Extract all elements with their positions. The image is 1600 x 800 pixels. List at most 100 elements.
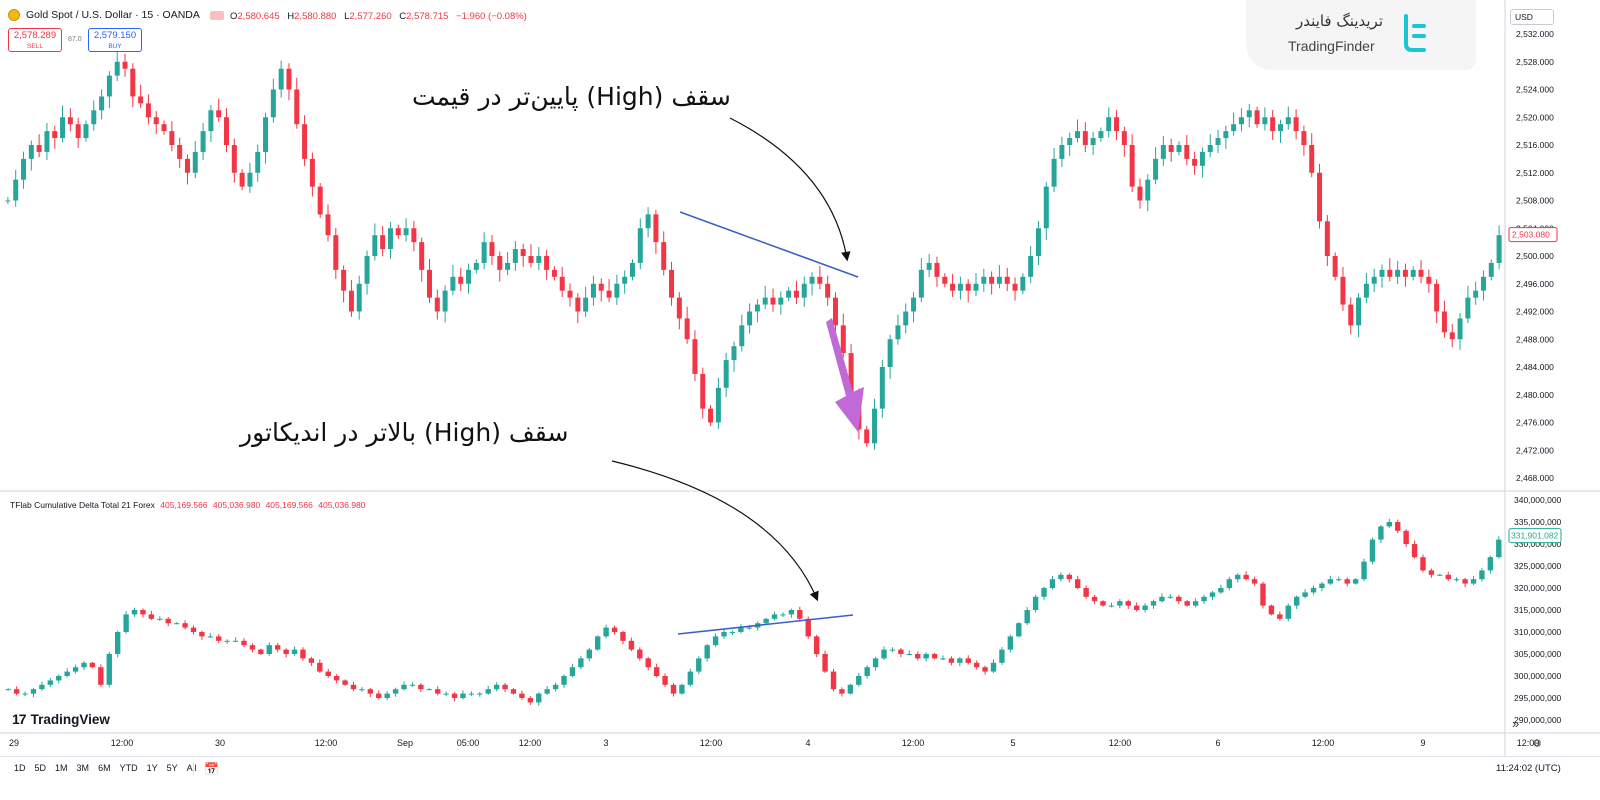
- price-candle: [754, 304, 760, 312]
- price-candle: [75, 124, 81, 139]
- indicator-candle: [552, 684, 559, 690]
- indicator-candle: [712, 636, 719, 646]
- indicator-candle: [1310, 588, 1317, 593]
- sell-label: SELL: [27, 43, 43, 50]
- indicator-value-1: 405,169.566: [160, 500, 208, 510]
- indicator-axis-label: 310,000,000: [1514, 627, 1562, 637]
- range-button-6m[interactable]: 6M: [98, 763, 111, 773]
- indicator-candle: [1235, 574, 1241, 580]
- price-candle: [473, 262, 479, 270]
- symbol-title[interactable]: Gold Spot / U.S. Dollar · 15 · OANDA: [26, 9, 200, 21]
- price-candle: [1356, 297, 1362, 326]
- price-candle: [286, 68, 292, 90]
- indicator-candle: [291, 649, 298, 654]
- indicator-candle: [510, 689, 517, 694]
- time-axis[interactable]: 29 12:00 30 12:00 Sep 05:00 12:00 3 12:00 4 12:00 5…: [0, 737, 1539, 751]
- price-candle: [208, 110, 214, 132]
- settings-gear-icon[interactable]: ⚙: [1532, 738, 1542, 750]
- price-candle: [1059, 145, 1065, 159]
- indicator-legend[interactable]: TFlab Cumulative Delta Total 21 Forex 40…: [10, 500, 366, 510]
- tradingview-logo[interactable]: 17 TradingView: [12, 711, 110, 727]
- last-price-tag: [1508, 227, 1558, 243]
- time-axis-label: Sep: [396, 738, 414, 748]
- bottom-toolbar: 1D 5D 1M 3M 6M YTD 1Y 5Y All 📅 11:24:02 (UTC): [0, 756, 1600, 780]
- price-candle: [1020, 276, 1026, 291]
- price-candle: [317, 186, 323, 215]
- price-candle: [99, 96, 105, 111]
- buy-button[interactable]: 2,579.150 BUY: [88, 28, 142, 52]
- range-button-1y[interactable]: 1Y: [146, 763, 158, 773]
- price-candle: [505, 262, 511, 270]
- price-candle: [122, 61, 128, 69]
- price-candle: [200, 131, 206, 152]
- price-candle: [1309, 145, 1315, 173]
- time-axis-label: 12:00: [901, 738, 925, 748]
- indicator-axis-label: 305,000,000: [1514, 649, 1562, 659]
- indicator-candle: [308, 658, 315, 663]
- price-candle: [1449, 332, 1455, 340]
- range-button-all[interactable]: All: [186, 763, 197, 773]
- indicator-candle: [813, 636, 820, 654]
- currency-button[interactable]: USD: [1510, 9, 1554, 25]
- indicator-candle: [586, 649, 592, 659]
- utc-clock[interactable]: 11:24:02 (UTC): [1496, 763, 1561, 774]
- indicator-candle: [957, 658, 963, 663]
- range-button-ytd[interactable]: YTD: [119, 763, 138, 773]
- indicator-candle: [1176, 596, 1182, 602]
- price-candle: [364, 256, 370, 284]
- price-candle: [1457, 318, 1463, 340]
- indicator-candle: [603, 627, 609, 637]
- range-button-5y[interactable]: 5Y: [166, 763, 178, 773]
- indicator-candle: [350, 684, 357, 690]
- price-candle: [1293, 117, 1299, 132]
- time-axis-label: 9: [1420, 738, 1426, 748]
- range-button-1d[interactable]: 1D: [14, 763, 26, 773]
- price-candle: [895, 325, 901, 340]
- ohlc-low-key: L: [344, 11, 350, 22]
- price-candle: [1465, 297, 1471, 319]
- symbol-header[interactable]: Gold Spot / U.S. Dollar · 15 · OANDA: [8, 9, 230, 21]
- calendar-goto-icon[interactable]: 📅: [204, 762, 219, 776]
- price-candle: [1340, 276, 1346, 305]
- price-candle: [551, 269, 557, 277]
- indicator-name[interactable]: TFlab Cumulative Delta Total 21 Forex: [10, 500, 155, 510]
- price-candle: [348, 290, 354, 312]
- ohlc-close: 2,578.715: [406, 11, 449, 22]
- price-candle: [840, 325, 846, 354]
- indicator-candle: [207, 636, 214, 638]
- indicator-candle: [797, 610, 803, 619]
- indicator-candle: [72, 667, 79, 672]
- indicator-candle: [653, 667, 660, 676]
- price-candle: [270, 89, 276, 118]
- price-candle: [1082, 131, 1088, 145]
- indicator-candle: [561, 676, 567, 685]
- indicator-candle: [148, 614, 155, 619]
- indicator-candle: [13, 689, 20, 694]
- price-candle: [528, 256, 534, 263]
- price-candle: [153, 117, 159, 125]
- price-candle: [1371, 276, 1377, 284]
- sell-button[interactable]: 2,578.289 SELL: [8, 28, 62, 52]
- price-candle: [1051, 158, 1057, 187]
- range-button-5d[interactable]: 5D: [34, 763, 47, 773]
- indicator-candle: [376, 693, 382, 698]
- indicator-candle: [822, 654, 828, 672]
- market-status-icon[interactable]: [209, 10, 224, 20]
- scroll-to-realtime-icon[interactable]: »: [1512, 716, 1520, 731]
- indicator-candle: [81, 662, 87, 668]
- last-indicator-tag: [1508, 528, 1562, 544]
- indicator-candle: [847, 684, 854, 694]
- range-button-1m[interactable]: 1M: [55, 763, 68, 773]
- price-candle: [44, 131, 50, 152]
- indicator-candle: [493, 684, 500, 690]
- time-axis-label: 12:00: [699, 738, 723, 748]
- price-candle: [1090, 138, 1096, 145]
- price-candle: [544, 256, 550, 270]
- price-candle: [957, 283, 963, 291]
- indicator-candle: [662, 676, 668, 685]
- range-button-3m[interactable]: 3M: [76, 763, 90, 773]
- logo-text-en: TradingFinder: [1288, 38, 1375, 54]
- indicator-candle: [704, 645, 710, 659]
